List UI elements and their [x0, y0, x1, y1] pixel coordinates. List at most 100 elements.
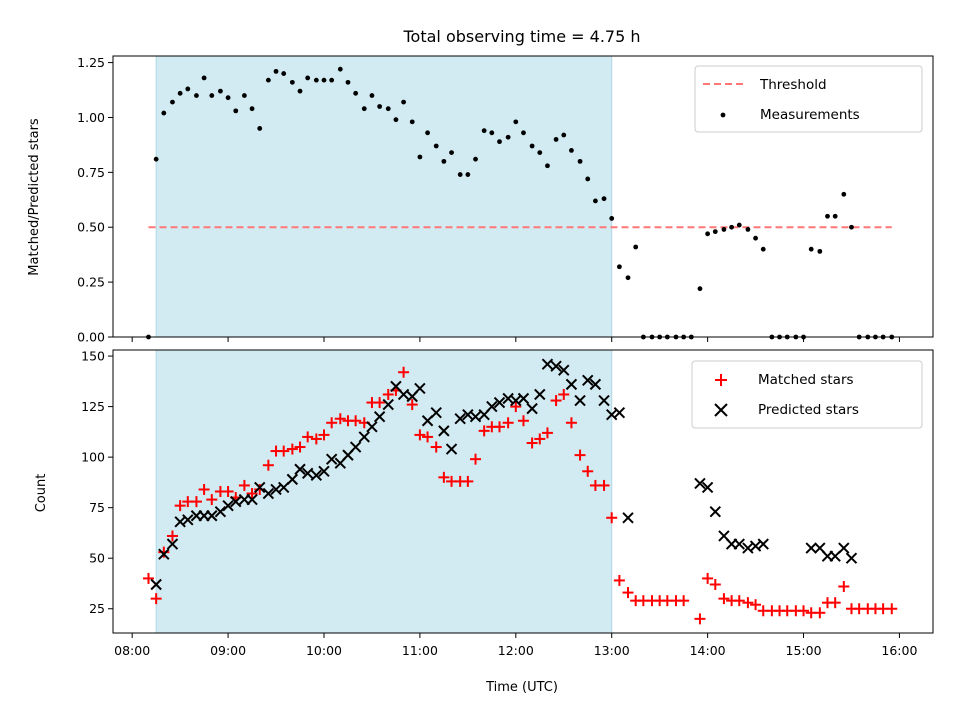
measurement-point [497, 139, 502, 145]
matched-star-point [422, 431, 434, 443]
measurement-point [297, 88, 303, 94]
matched-star-point [718, 593, 730, 605]
predicted-star-point [574, 394, 586, 407]
predicted-star-point [358, 431, 370, 443]
measurement-point [521, 130, 526, 136]
matched-star-point [222, 486, 234, 497]
top-y-tick-label: 0.50 [77, 220, 105, 235]
measurement-point [505, 134, 511, 140]
matched-star-point [350, 415, 362, 427]
predicted-star-point [222, 499, 234, 512]
measurement-point [305, 75, 311, 81]
measurement-point [313, 77, 319, 83]
matched-star-point [286, 443, 298, 455]
measurement-point [393, 117, 399, 123]
measurement-point [153, 156, 159, 162]
measurement-point [721, 227, 727, 232]
matched-star-point [398, 366, 410, 378]
measurement-point [265, 77, 271, 83]
measurement-point [329, 77, 335, 83]
measurement-point [257, 126, 263, 131]
measurement-point [377, 104, 383, 109]
measurement-point [808, 246, 814, 252]
measurement-point [457, 172, 463, 177]
predicted-star-point [565, 378, 578, 391]
bottom-y-tick-label: 150 [81, 349, 105, 364]
bottom-legend-box [691, 360, 923, 429]
measurement-point [417, 154, 423, 160]
matched-star-point [278, 445, 290, 457]
predicted-star-point [845, 552, 858, 564]
measurement-point [817, 248, 823, 254]
predicted-star-point [733, 538, 745, 550]
measurement-point [233, 108, 239, 114]
bottom-x-tick-label: 14:00 [690, 643, 726, 658]
matched-star-point [374, 397, 386, 409]
measurement-point [369, 93, 375, 98]
predicted-star-point [310, 469, 323, 482]
predicted-star-point [294, 463, 306, 475]
top-y-tick-label: 0.00 [77, 330, 105, 345]
measurement-point [449, 150, 454, 155]
predicted-star-point [838, 542, 850, 554]
bottom-x-tick-label: 13:00 [594, 643, 630, 658]
bottom-x-ticks: 08:00 09:00 10:00 11:00 12:00 13:00 14:00 15:00… [114, 633, 917, 658]
measurement-point [281, 71, 287, 76]
measurement-point [273, 68, 279, 74]
bottom-x-tick-label: 12:00 [498, 643, 534, 658]
measurement-point [513, 119, 519, 125]
matched-legend-label: Matched stars [758, 372, 854, 388]
measurement-point [194, 93, 199, 98]
measurement-point [841, 191, 847, 197]
predicted-star-point [301, 467, 314, 480]
matched-star-points [142, 366, 898, 625]
predicted-star-point [230, 495, 242, 508]
measurement-point [545, 163, 550, 169]
predicted-star-point [246, 493, 258, 506]
measurement-point [289, 79, 295, 85]
measurement-point [409, 119, 415, 125]
measurement-point [849, 224, 854, 230]
measurement-point [473, 156, 478, 162]
matched-star-point [262, 459, 274, 471]
top-axes-frame [112, 55, 934, 338]
matched-star-point [526, 437, 538, 449]
bottom-panel: 25 50 75 100 125 150 08:00 09:00 10:00 11:00 12:0… [34, 349, 934, 695]
predicted-star-point [558, 364, 570, 376]
matched-star-point [582, 465, 594, 477]
matched-star-point [829, 597, 841, 609]
matched-star-point [294, 441, 306, 453]
predicted-star-point [517, 392, 530, 405]
top-y-axis-label: Matched/Predicted stars [27, 118, 42, 276]
bottom-y-ticks: 25 50 75 100 125 150 [81, 349, 113, 616]
measurement-point [161, 110, 167, 116]
bottom-x-tick-label: 08:00 [114, 643, 150, 658]
matched-star-point [462, 475, 474, 487]
predicted-star-point [182, 514, 194, 526]
predicted-star-point [829, 550, 841, 562]
predicted-star-point [318, 465, 330, 477]
measurement-point [616, 264, 622, 270]
predicted-star-point [445, 443, 458, 455]
measurement-point [185, 86, 191, 92]
matched-star-point [541, 427, 553, 439]
top-legend-box [694, 65, 923, 133]
predicted-star-point [709, 506, 721, 518]
matched-star-point [198, 483, 210, 495]
predicted-star-point [286, 473, 299, 486]
predicted-star-point [526, 402, 538, 415]
predicted-star-point [541, 358, 554, 370]
measurement-point [465, 172, 471, 177]
measurement-point [832, 213, 838, 219]
matched-star-point [174, 500, 186, 512]
measurement-legend-swatch [720, 112, 726, 118]
measurement-point [705, 231, 711, 237]
measurement-point [577, 158, 583, 164]
top-observing-span [155, 55, 613, 338]
top-y-tick-label: 0.25 [77, 275, 105, 290]
matched-star-point [334, 413, 346, 425]
predicted-star-point [486, 400, 498, 413]
predicted-star-point [214, 506, 227, 518]
predicted-star-point [757, 538, 769, 550]
measurement-point [241, 93, 247, 98]
